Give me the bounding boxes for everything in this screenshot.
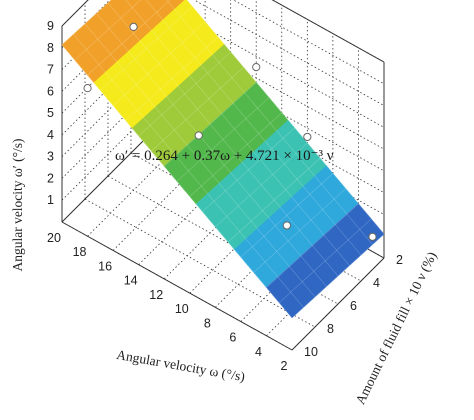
x-tick-label: 4: [255, 345, 262, 359]
surface-mesh-line: [73, 34, 304, 308]
z-tick-label: 4: [47, 128, 54, 142]
z-tick-label: 6: [47, 84, 54, 98]
z-axis-label: Angular velocity ω′ (°/s): [10, 138, 25, 271]
surface-layer: [61, 0, 385, 319]
surface-strip: [74, 0, 156, 68]
data-point: [252, 63, 261, 72]
surface-mesh-line: [176, 97, 270, 182]
axis-edge: [61, 221, 293, 351]
x-tick-label: 12: [149, 288, 163, 302]
surface-strip: [285, 226, 385, 319]
surface-mesh-line: [189, 112, 282, 197]
surface-strip: [67, 0, 142, 61]
surface-mesh-line: [125, 0, 350, 266]
surface-mesh-line: [253, 188, 346, 273]
data-point: [368, 232, 377, 241]
y-tick-label: 6: [350, 299, 357, 313]
surface-mesh-line: [186, 0, 385, 235]
surface-mesh-line: [107, 2, 339, 277]
z-tick-label: 3: [47, 150, 54, 164]
x-tick-label: 8: [204, 316, 211, 330]
surface-mesh-line: [164, 82, 257, 167]
x-axis-label: Angular velocity ω (°/s): [115, 347, 246, 384]
x-tick-label: 10: [175, 302, 189, 316]
x-tick-label: 14: [124, 274, 138, 288]
surface-mesh-line: [100, 6, 193, 91]
surface-mesh-line: [87, 0, 171, 76]
data-point: [129, 22, 138, 31]
surface-mesh-line: [279, 218, 372, 303]
x-tick-label: 6: [229, 331, 236, 345]
axis-edge: [291, 257, 385, 351]
x-tick-label: 16: [98, 259, 112, 273]
x-tick-label: 18: [73, 245, 87, 259]
surface-mesh-line: [61, 0, 112, 46]
surface-mesh-line: [202, 127, 295, 212]
surface-mesh-line: [74, 0, 142, 61]
surface-mesh-line: [227, 158, 321, 243]
surface-mesh-line: [112, 21, 206, 106]
surface-mesh-line: [166, 0, 373, 245]
z-tick-label: 5: [47, 106, 54, 120]
x-tick-label: 20: [47, 231, 61, 245]
surface-mesh-line: [215, 142, 308, 228]
data-point: [83, 84, 92, 93]
y-tick-label: 8: [327, 322, 334, 336]
x-tick-label: 2: [281, 359, 288, 373]
surface-mesh-line: [145, 0, 362, 256]
axis-edge: [271, 0, 385, 63]
surface-strip: [61, 0, 127, 53]
data-point: [194, 131, 203, 140]
z-tick-label: 2: [47, 171, 54, 185]
surface-mesh-line: [125, 36, 219, 121]
axis-edge: [61, 129, 155, 223]
z-tick-label: 9: [47, 19, 54, 33]
surface-mesh-line: [96, 13, 327, 287]
surface-mesh-line: [84, 23, 316, 298]
surface-mesh-line: [61, 44, 293, 319]
regression-equation: ω′ = 0.264 + 0.37ω + 4.721 × 10⁻³ ν: [115, 148, 334, 164]
surface-strip: [87, 0, 186, 84]
z-tick-label: 1: [47, 193, 54, 207]
z-tick-label: 7: [47, 63, 54, 77]
y-tick-label: 4: [373, 276, 380, 290]
surface-mesh-line: [151, 66, 244, 152]
grid-line: [61, 0, 111, 49]
data-point: [282, 221, 291, 230]
surface-mesh-line: [291, 233, 385, 319]
surface-strip: [80, 0, 171, 76]
surface-mesh-line: [266, 203, 359, 288]
points-layer: [83, 22, 377, 241]
y-tick-label: 10: [304, 345, 318, 359]
y-axis-label: Amount of fluid fill × 10 ν (%): [352, 249, 439, 406]
axis-edge: [61, 0, 89, 27]
z-tick-label: 8: [47, 41, 54, 55]
surface-mesh-line: [138, 51, 231, 137]
surface-mesh-line: [240, 173, 334, 258]
y-tick-label: 2: [396, 253, 403, 267]
data-point: [303, 132, 312, 142]
